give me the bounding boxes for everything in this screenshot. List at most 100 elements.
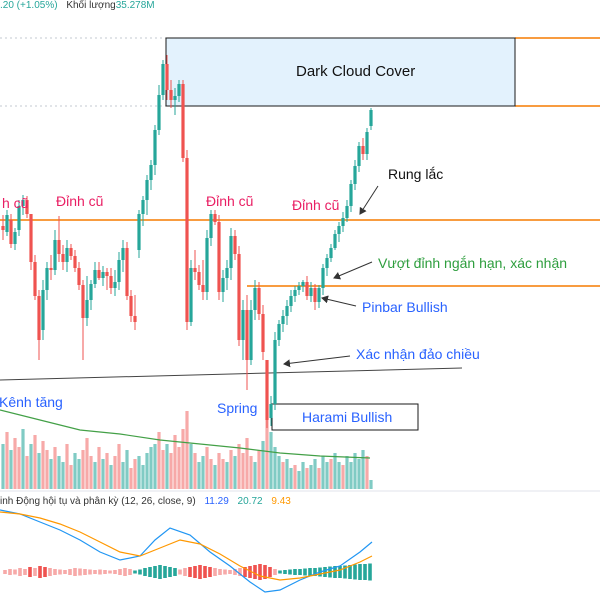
volume-bar-15 xyxy=(61,462,65,489)
volume-bar-77 xyxy=(309,465,313,489)
candle-body-10 xyxy=(41,290,45,330)
grid xyxy=(0,37,515,107)
macd-hist-bar-25 xyxy=(128,569,132,575)
macd-hist-bar-14 xyxy=(73,568,77,576)
macd-histogram xyxy=(3,563,372,581)
macd-hist-bar-36 xyxy=(183,568,187,576)
volume-bar-60 xyxy=(241,453,245,489)
label-pinbar: Pinbar Bullish xyxy=(362,299,448,315)
macd-line xyxy=(0,509,373,593)
macd-hist-bar-5 xyxy=(28,567,32,577)
candle-body-65 xyxy=(261,314,265,352)
macd-hist-bar-13 xyxy=(68,569,72,575)
macd-signal-value: 9.43 xyxy=(271,496,291,507)
macd-hist-bar-41 xyxy=(208,567,212,577)
candle-body-31 xyxy=(125,248,129,296)
volume-bar-23 xyxy=(93,462,97,489)
macd-hist-bar-59 xyxy=(298,569,302,575)
label-kenh-tang: Kênh tăng xyxy=(0,394,63,410)
volume-bar-56 xyxy=(225,462,229,489)
macd-hist-bar-0 xyxy=(3,570,7,574)
annotation-labels: Dark Cloud Cover Rung lắc Vượt đỉnh ngắn… xyxy=(0,63,567,425)
macd-hist-bar-43 xyxy=(218,569,222,575)
volume-bar-86 xyxy=(345,456,349,489)
volume-bar-38 xyxy=(153,444,157,489)
macd-hist-bar-18 xyxy=(93,570,97,574)
volume-bar-83 xyxy=(333,453,337,489)
candle-body-18 xyxy=(73,256,77,268)
volume-bar-50 xyxy=(201,456,205,489)
label-dinh-cu-2: Đỉnh cũ xyxy=(56,193,103,209)
candle-body-67 xyxy=(269,404,273,418)
volume-bar-14 xyxy=(57,456,61,489)
volume-bar-16 xyxy=(65,444,69,489)
macd-hist-bar-53 xyxy=(268,567,272,577)
candle-body-54 xyxy=(217,222,221,292)
candle-body-83 xyxy=(333,234,337,248)
volume-bar-57 xyxy=(229,450,233,489)
macd-value: 11.29 xyxy=(204,496,229,507)
label-spring: Spring xyxy=(217,400,257,416)
price-change: .20 (+1.05%) xyxy=(0,0,58,11)
volume-bar-33 xyxy=(133,459,137,489)
candle-body-40 xyxy=(161,64,165,95)
candle-body-28 xyxy=(113,282,117,288)
candle-body-29 xyxy=(117,260,121,282)
volume-bar-22 xyxy=(89,456,93,489)
macd-hist-bar-9 xyxy=(48,568,52,576)
volume-bar-44 xyxy=(177,447,181,489)
macd-hist-bar-55 xyxy=(278,570,282,574)
volume-bar-21 xyxy=(85,438,89,489)
volume-bar-27 xyxy=(109,465,113,489)
macd-hist-bar-24 xyxy=(123,568,127,576)
candle-body-66 xyxy=(265,360,269,420)
macd-hist-bar-67 xyxy=(338,566,342,578)
candle-body-51 xyxy=(205,238,209,292)
candle-body-81 xyxy=(325,258,329,268)
macd-hist-bar-31 xyxy=(158,565,162,579)
volume-bar-53 xyxy=(213,465,217,489)
candle-body-78 xyxy=(313,288,317,302)
macd-hist-bar-26 xyxy=(133,570,137,574)
candle-body-50 xyxy=(201,285,205,292)
label-harami: Harami Bullish xyxy=(302,409,392,425)
harami-box[interactable] xyxy=(271,403,419,431)
candle-body-25 xyxy=(101,272,105,278)
macd-hist-bar-58 xyxy=(293,569,297,575)
volume-bar-81 xyxy=(325,462,329,489)
volume-bar-85 xyxy=(341,465,345,489)
candle-body-84 xyxy=(337,226,341,234)
macd-hist-bar-49 xyxy=(248,566,252,578)
candle-body-46 xyxy=(185,158,189,322)
volume-bar-18 xyxy=(73,453,77,489)
macd-hist-bar-10 xyxy=(53,569,57,575)
candle-body-37 xyxy=(149,165,153,180)
volume-bar-67 xyxy=(269,432,273,489)
candle-body-41 xyxy=(165,64,169,90)
volume-bar-8 xyxy=(33,435,37,489)
macd-hist-bar-33 xyxy=(168,567,172,577)
candle-body-19 xyxy=(77,268,81,285)
macd-hist-bar-19 xyxy=(98,569,102,575)
macd-hist-bar-71 xyxy=(358,564,362,580)
volume-bar-61 xyxy=(245,438,249,489)
candle-body-43 xyxy=(173,96,177,100)
volume-bar-5 xyxy=(21,429,25,489)
volume-bar-17 xyxy=(69,465,73,489)
candle-body-88 xyxy=(353,166,357,184)
candle-body-42 xyxy=(169,90,173,100)
candle-body-34 xyxy=(137,214,141,250)
candle-body-70 xyxy=(281,316,285,324)
volume-label: Khối lượng xyxy=(66,0,116,11)
macd-hist-bar-37 xyxy=(188,567,192,577)
volume-bar-35 xyxy=(141,465,145,489)
label-xac-nhan: Xác nhận đảo chiều xyxy=(356,346,480,362)
volume-bars xyxy=(1,411,373,489)
candle-body-68 xyxy=(273,340,277,404)
dark-cloud-box[interactable] xyxy=(165,37,516,107)
candle-body-49 xyxy=(197,272,201,285)
volume-bar-80 xyxy=(321,456,325,489)
macd-hist-bar-1 xyxy=(8,569,12,575)
volume-bar-11 xyxy=(45,450,49,489)
